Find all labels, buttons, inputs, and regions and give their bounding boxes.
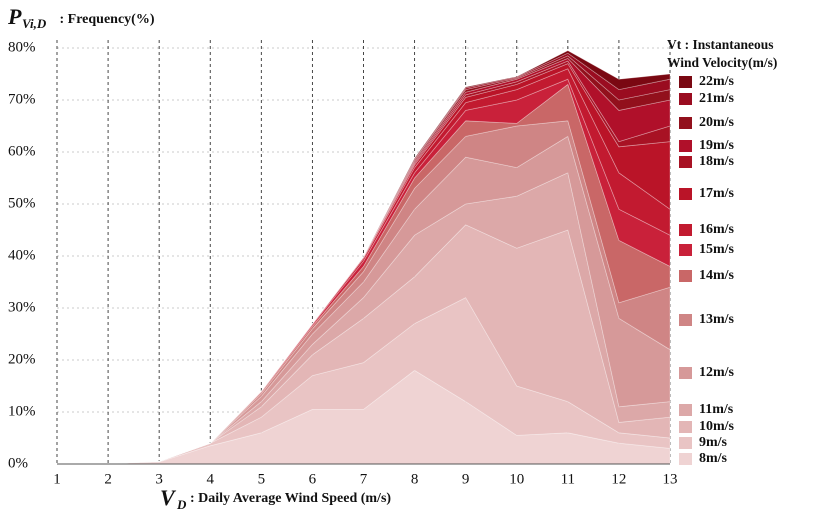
legend-swatch [679,314,692,326]
x-tick-label: 13 [663,471,678,487]
legend-title: Wind Velocity(m/s) [667,55,777,70]
x-tick-label: 10 [509,471,524,487]
y-tick-label: 70% [8,91,36,107]
x-tick-label: 11 [561,471,575,487]
x-tick-label: 7 [360,471,368,487]
x-tick-label: 8 [411,471,419,487]
area [56,63,671,465]
legend-swatch [679,93,692,105]
x-label: : Daily Average Wind Speed (m/s) [190,491,391,506]
legend-swatch [679,404,692,416]
area [56,55,671,465]
legend-swatch [679,76,692,88]
y-tick-label: 20% [8,351,36,367]
legend-swatch [679,270,692,282]
x-tick-label: 12 [611,471,626,487]
legend-label: 11m/s [699,402,734,417]
x-tick-label: 3 [155,471,163,487]
x-label-subscript: D [176,497,187,510]
y-tick-label: 40% [8,247,36,263]
legend-label: 10m/s [699,419,735,434]
legend-label: 14m/s [699,268,735,283]
area [56,52,671,465]
legend-swatch [679,367,692,379]
x-tick-label: 1 [53,471,61,487]
legend-swatch [679,188,692,200]
y-tick-label: 50% [8,195,36,211]
legend-swatch [679,117,692,129]
legend-swatch [679,421,692,433]
legend-label: 12m/s [699,365,735,380]
legend-title: Vt : Instantaneous [667,37,774,52]
x-label-symbol: V [160,485,177,510]
legend-label: 15m/s [699,242,735,257]
legend-label: 20m/s [699,115,735,130]
legend-label: 21m/s [699,91,735,106]
x-tick-label: 4 [207,471,215,487]
legend-swatch [679,437,692,449]
x-tick-label: 9 [462,471,470,487]
legend-swatch [679,224,692,236]
legend-label: 9m/s [699,435,728,450]
y-label: : Frequency(%) [56,12,155,27]
legend-label: 13m/s [699,312,735,327]
y-tick-label: 80% [8,39,36,55]
legend-swatch [679,140,692,152]
area [56,68,671,465]
x-tick-label: 6 [309,471,317,487]
legend-label: 19m/s [699,138,735,153]
area [56,50,671,465]
area [56,60,671,465]
y-tick-label: 10% [8,403,36,419]
area [56,57,671,465]
x-tick-label: 5 [258,471,266,487]
y-tick-label: 60% [8,143,36,159]
legend-label: 8m/s [699,451,728,466]
legend-label: 16m/s [699,222,735,237]
legend-label: 18m/s [699,154,735,169]
y-tick-label: 0% [8,455,28,471]
y-tick-label: 30% [8,299,36,315]
y-label-symbol: P [7,4,22,29]
legend-label: 17m/s [699,186,735,201]
legend-label: 22m/s [699,74,735,89]
legend-swatch [679,453,692,465]
legend-swatch [679,244,692,256]
y-label-subscript: Vi,D [22,16,47,31]
x-tick-label: 2 [104,471,112,487]
legend-swatch [679,156,692,168]
